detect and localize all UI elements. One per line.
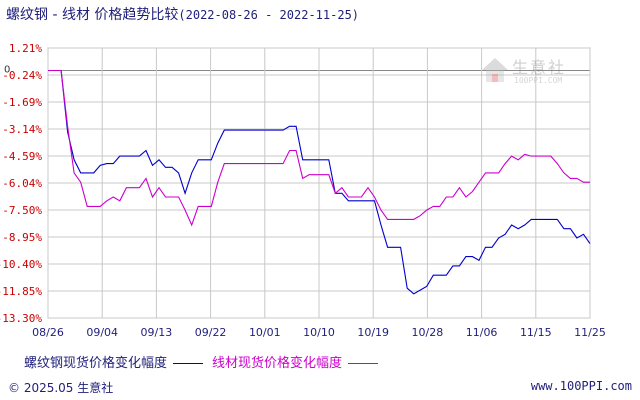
chart-title-range: (2022-08-26 - 2022-11-25): [178, 8, 360, 22]
series-layer: [48, 69, 591, 295]
y-tick-label: -11.85%: [0, 285, 42, 298]
x-tick-label: 10/01: [249, 326, 281, 339]
legend-line-rebar: [173, 363, 204, 364]
legend-label-rebar: 螺纹钢现货价格变化幅度: [24, 356, 168, 371]
y-tick-label: -7.50%: [2, 204, 42, 217]
legend-line-wire: [348, 363, 379, 364]
footer-site-link[interactable]: www.100PPI.com: [530, 379, 632, 393]
x-tick-label: 10/10: [303, 326, 335, 339]
x-tick-label: 11/06: [466, 326, 498, 339]
y-tick-label: -3.14%: [2, 123, 42, 136]
y-tick-label: -4.59%: [2, 150, 42, 163]
y-tick-label: -0.24%: [2, 69, 42, 82]
y-tick-label: 1.21%: [9, 42, 42, 55]
x-tick-label: 11/15: [520, 326, 552, 339]
y-tick-label: -13.30%: [0, 312, 42, 325]
chart-title-main: 螺纹钢 - 线材 价格趋势比较: [6, 7, 179, 23]
watermark: 生意社 100PPI.COM: [478, 52, 578, 92]
legend-label-wire: 线材现货价格变化幅度: [212, 356, 343, 371]
watermark-logo-icon: [482, 58, 508, 82]
legend-item-wire: 线材现货价格变化幅度: [212, 352, 379, 371]
y-tick-label: -6.04%: [2, 177, 42, 190]
x-tick-label: 09/22: [195, 326, 227, 339]
x-tick-label: 08/26: [32, 326, 64, 339]
x-tick-label: 10/28: [412, 326, 444, 339]
legend-item-rebar: 螺纹钢现货价格变化幅度: [24, 352, 204, 371]
y-tick-label: -10.40%: [0, 258, 42, 271]
y-tick-label: -1.69%: [2, 96, 42, 109]
watermark-url: 100PPI.COM: [514, 76, 563, 85]
footer-copyright: © 2025.05 生意社: [8, 381, 114, 395]
x-tick-label: 11/25: [574, 326, 606, 339]
zero-label: 0: [4, 65, 10, 76]
series-line-wire: [48, 69, 590, 227]
y-tick-label: -8.95%: [2, 231, 42, 244]
x-tick-label: 09/04: [86, 326, 118, 339]
axis-layer: 1.21% -0.24% -1.69% -3.14% -4.59% -6.04% -7.50…: [0, 42, 606, 339]
watermark-name: 生意社: [512, 58, 567, 77]
series-line-rebar: [48, 69, 591, 295]
chart-title: 螺纹钢 - 线材 价格趋势比较(2022-08-26 - 2022-11-25): [6, 4, 359, 24]
x-tick-label: 09/13: [141, 326, 173, 339]
x-tick-label: 10/19: [357, 326, 389, 339]
